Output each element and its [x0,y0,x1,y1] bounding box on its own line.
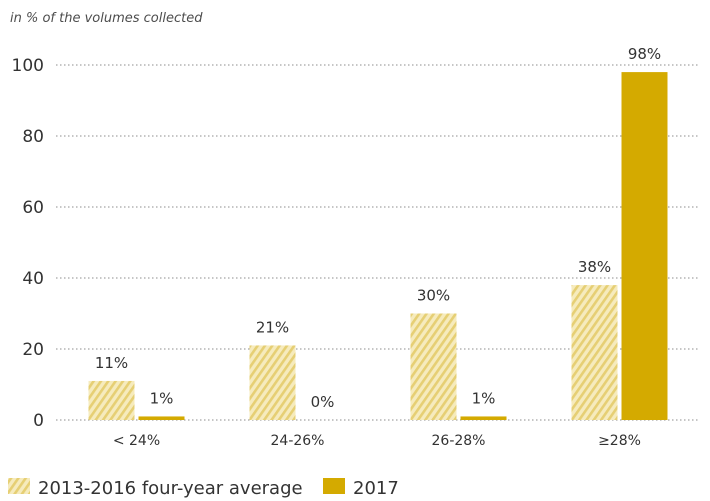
y-tick-label: 20 [22,340,44,360]
y-tick-label: 80 [22,127,44,147]
y-tick-label: 100 [12,56,44,76]
data-label: 1% [472,389,496,407]
data-label: 1% [150,389,174,407]
y-tick-label: 60 [22,198,44,218]
y-tick-label: 40 [22,269,44,289]
bars [88,72,668,420]
bar-series-2 [138,416,185,420]
legend-swatch-series-1 [8,478,30,494]
bar-series-1 [410,313,457,420]
legend-label-series-2: 2017 [353,478,399,499]
data-label: 38% [578,258,611,276]
x-tick-label: ≥28% [598,433,641,449]
x-tick-label: < 24% [113,433,160,449]
data-label: 0% [311,393,335,411]
x-tick-label: 24-26% [271,433,325,449]
legend: 2013-2016 four-year average 2017 [8,478,399,499]
bar-series-1 [249,345,296,420]
data-label: 11% [95,354,128,372]
x-axis-ticks: < 24% 24-26% 26-28% ≥28% [113,433,641,449]
data-label: 30% [417,287,450,305]
data-label: 98% [628,45,661,63]
legend-label-series-1: 2013-2016 four-year average [38,478,303,499]
x-tick-label: 26-28% [432,433,486,449]
y-axis-ticks: 0 20 40 60 80 100 [12,56,44,431]
bar-series-2 [460,416,507,420]
y-tick-label: 0 [33,411,44,431]
unit-note: in % of the volumes collected [10,11,203,26]
bar-series-2 [621,72,668,420]
bar-series-1 [571,285,618,420]
data-labels: 11% 1% 21% 0% 30% 1% 38% 98% [95,45,661,411]
data-label: 21% [256,318,289,336]
legend-swatch-series-2 [323,478,345,494]
bar-series-1 [88,380,135,420]
